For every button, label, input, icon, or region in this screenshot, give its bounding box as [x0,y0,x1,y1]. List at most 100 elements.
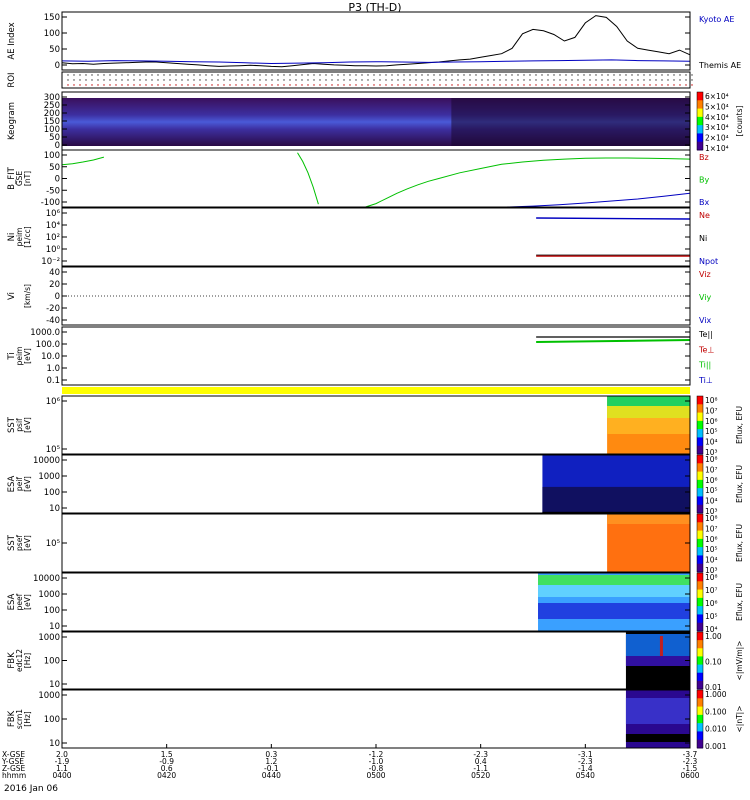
colorbar-tick-label: 10⁷ [705,524,718,533]
ylabel-ni: Ni [7,233,17,242]
roi-dot [229,84,231,86]
ytick-label: 100 [44,657,60,667]
roi-dot [193,84,195,86]
roi-dot [103,84,105,86]
roi-dot [175,84,177,86]
roi-dot [493,79,495,81]
panel-fbk1 [61,631,704,690]
roi-dot [595,84,597,86]
roi-dot [553,84,555,86]
roi-dot [361,84,363,86]
colorbar-segment [697,514,703,523]
roi-dot [415,79,417,81]
roi-dot [685,79,687,81]
panel-frame-sst2 [61,513,691,573]
roi-dot [499,84,501,86]
ylabel2-sst1: psif [15,418,24,432]
series-line-ae-1 [61,59,691,65]
roi-dot [439,79,441,81]
roi-dot [577,84,579,86]
roi-dot [511,84,513,86]
xtick-label: -1.4 [578,764,593,773]
roi-dot [247,74,249,76]
colorbar-tick-label: 0.010 [705,725,727,734]
xtick-label: 0.6 [161,764,173,773]
roi-dot [487,84,489,86]
colorbar-frame [696,572,704,632]
sst1-high-band [607,396,690,406]
xtick-label: 0440 [262,771,281,780]
roi-dot [127,74,129,76]
legend-ni-2: Npot [699,257,718,266]
roi-dot [187,74,189,76]
roi-dot [547,74,549,76]
panel-frame-ni [61,207,691,267]
roi-dot [175,74,177,76]
roi-dot [145,84,147,86]
ytick-label: 10000 [33,574,60,584]
roi-dot [535,79,537,81]
roi-dot [337,74,339,76]
roi-dot [667,79,669,81]
colorbar-segment [697,656,703,666]
colorbar-segment [697,581,703,591]
ytick-label: 0 [55,61,60,71]
roi-dot [109,79,111,81]
roi-dot [403,84,405,86]
ti-till-trace [536,339,691,343]
roi-dot [337,84,339,86]
colorbar-tick-label: 10⁷ [705,465,718,474]
keogram-dark-region [451,98,690,146]
roi-dot [151,79,153,81]
sst2-top-band [607,514,690,524]
colorbar-segment [697,471,703,481]
colorbar-tick-label: 6×10⁴ [705,92,729,101]
roi-dot [427,79,429,81]
xtick-label: 0540 [576,771,595,780]
ytick-label: 0 [55,175,60,185]
colorbar-segment [697,522,703,532]
roi-dot [235,79,237,81]
roi-dot [283,74,285,76]
roi-dot [169,79,171,81]
roi-dot [217,74,219,76]
roi-dot [679,79,681,81]
roi-dot [613,74,615,76]
roi-dot [427,74,429,76]
ylabel2-fbk1: edc12 [15,649,24,672]
colorbar-segment [697,648,703,657]
xtick-label: -0.1 [264,764,279,773]
roi-dot [259,74,261,76]
colorbar-segment [697,445,703,455]
panel-frame-roi [61,71,691,89]
roi-dot [139,84,141,86]
ytick-label: -50 [46,186,60,196]
roi-dot [397,79,399,81]
ytick-label: 100 [44,125,60,135]
roi-dot [595,79,597,81]
colorbar-segment [697,530,703,540]
roi-dot [217,84,219,86]
roi-dot [247,79,249,81]
ylabel-ae: AE Index [7,22,17,59]
ytick-label: 150 [44,13,60,23]
colorbar-segment [697,504,703,514]
roi-dot [139,74,141,76]
colorbar-tick-label: 0.001 [705,742,727,751]
roi-dot [583,84,585,86]
legend-ni-0: Ne [699,211,710,220]
roi-dot [373,84,375,86]
ylabel3-bfit: [nT] [23,171,32,186]
ytick-label: 10² [46,233,60,243]
roi-dot [361,74,363,76]
roi-dot [355,74,357,76]
ytick-label: 100 [44,29,60,39]
xtick-label: 1.5 [161,750,173,759]
colorbar-segment [697,731,703,741]
roi-dot [607,79,609,81]
roi-dot [481,74,483,76]
roi-dot [379,79,381,81]
roi-dot [157,74,159,76]
roi-dot [253,74,255,76]
ylabel2-esa1: peif [15,477,24,491]
